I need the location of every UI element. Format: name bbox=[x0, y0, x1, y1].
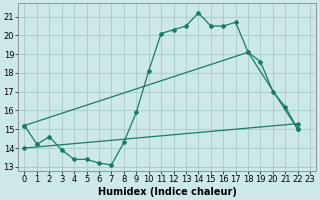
X-axis label: Humidex (Indice chaleur): Humidex (Indice chaleur) bbox=[98, 187, 237, 197]
